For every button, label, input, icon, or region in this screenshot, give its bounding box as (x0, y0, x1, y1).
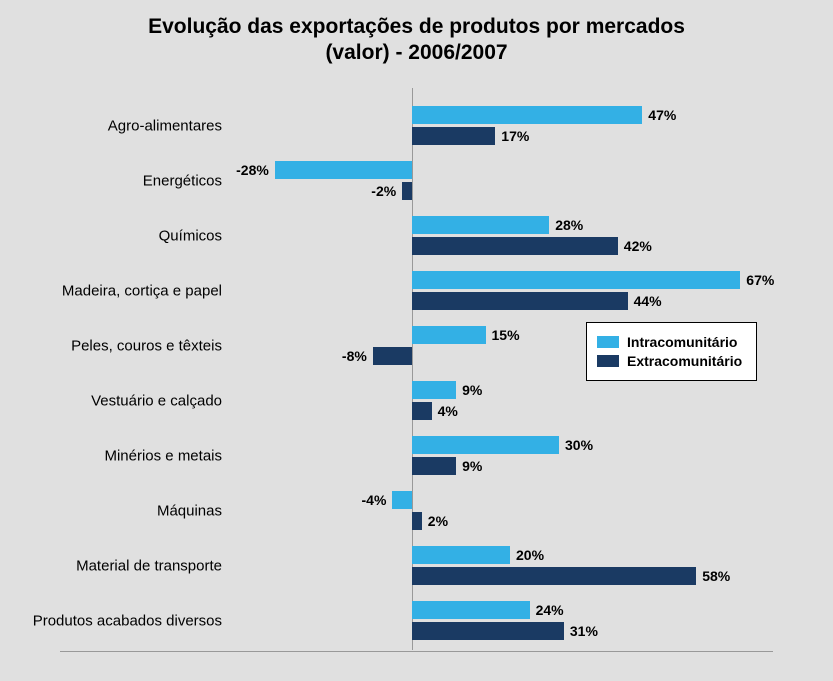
bar-intra (412, 326, 486, 344)
legend-item-intra: Intracomunitário (597, 334, 742, 350)
value-label-intra: 24% (536, 602, 564, 618)
value-label-intra: 28% (555, 217, 583, 233)
category-row: Madeira, cortiça e papel 67% 44% (0, 263, 833, 318)
legend: Intracomunitário Extracomunitário (586, 322, 757, 381)
value-label-extra: 17% (501, 128, 529, 144)
bar-intra (275, 161, 412, 179)
bar-extra (412, 622, 564, 640)
value-label-intra: 47% (648, 107, 676, 123)
legend-label-intra: Intracomunitário (627, 334, 737, 350)
value-label-intra: 20% (516, 547, 544, 563)
x-axis-line (60, 651, 773, 652)
bar-extra (402, 182, 412, 200)
category-row: Material de transporte 20% 58% (0, 538, 833, 593)
category-label: Químicos (10, 227, 230, 244)
bar-extra (412, 457, 456, 475)
value-label-extra: 31% (570, 623, 598, 639)
bar-extra (412, 567, 696, 585)
bar-extra (412, 512, 422, 530)
category-row: Químicos 28% 42% (0, 208, 833, 263)
value-label-extra: 2% (428, 513, 448, 529)
chart-title-line2: (valor) - 2006/2007 (325, 41, 507, 64)
category-label: Produtos acabados diversos (10, 612, 230, 629)
value-label-intra: 67% (746, 272, 774, 288)
value-label-extra: 42% (624, 238, 652, 254)
bar-intra (412, 381, 456, 399)
category-label: Energéticos (10, 172, 230, 189)
bar-intra (412, 546, 510, 564)
value-label-intra: 30% (565, 437, 593, 453)
bar-extra (412, 402, 432, 420)
value-label-intra: 15% (492, 327, 520, 343)
bar-extra (412, 237, 618, 255)
bar-extra (373, 347, 412, 365)
bar-intra (412, 216, 549, 234)
chart-title: Evolução das exportações de produtos por… (0, 0, 833, 67)
value-label-extra: 58% (702, 568, 730, 584)
value-label-intra: 9% (462, 382, 482, 398)
category-label: Vestuário e calçado (10, 392, 230, 409)
category-row: Agro-alimentares 47% 17% (0, 98, 833, 153)
category-label: Agro-alimentares (10, 117, 230, 134)
category-label: Madeira, cortiça e papel (10, 282, 230, 299)
category-row: Produtos acabados diversos 24% 31% (0, 593, 833, 648)
bar-intra (412, 436, 559, 454)
value-label-extra: 44% (634, 293, 662, 309)
value-label-intra: -4% (362, 492, 387, 508)
category-label: Minérios e metais (10, 447, 230, 464)
value-label-extra: 4% (438, 403, 458, 419)
legend-item-extra: Extracomunitário (597, 353, 742, 369)
bar-intra (412, 106, 642, 124)
value-label-intra: -28% (236, 162, 269, 178)
bar-extra (412, 127, 495, 145)
value-label-extra: -2% (371, 183, 396, 199)
chart-title-line1: Evolução das exportações de produtos por… (148, 15, 685, 38)
value-label-extra: 9% (462, 458, 482, 474)
legend-swatch-intra (597, 336, 619, 348)
category-row: Máquinas -4% 2% (0, 483, 833, 538)
bar-intra (412, 271, 740, 289)
bar-extra (412, 292, 628, 310)
category-label: Máquinas (10, 502, 230, 519)
category-label: Peles, couros e têxteis (10, 337, 230, 354)
bar-intra (412, 601, 530, 619)
bar-intra (392, 491, 412, 509)
legend-label-extra: Extracomunitário (627, 353, 742, 369)
value-label-extra: -8% (342, 348, 367, 364)
category-label: Material de transporte (10, 557, 230, 574)
category-row: Energéticos -28% -2% (0, 153, 833, 208)
category-row: Minérios e metais 30% 9% (0, 428, 833, 483)
legend-swatch-extra (597, 355, 619, 367)
category-row: Vestuário e calçado 9%4% (0, 373, 833, 428)
